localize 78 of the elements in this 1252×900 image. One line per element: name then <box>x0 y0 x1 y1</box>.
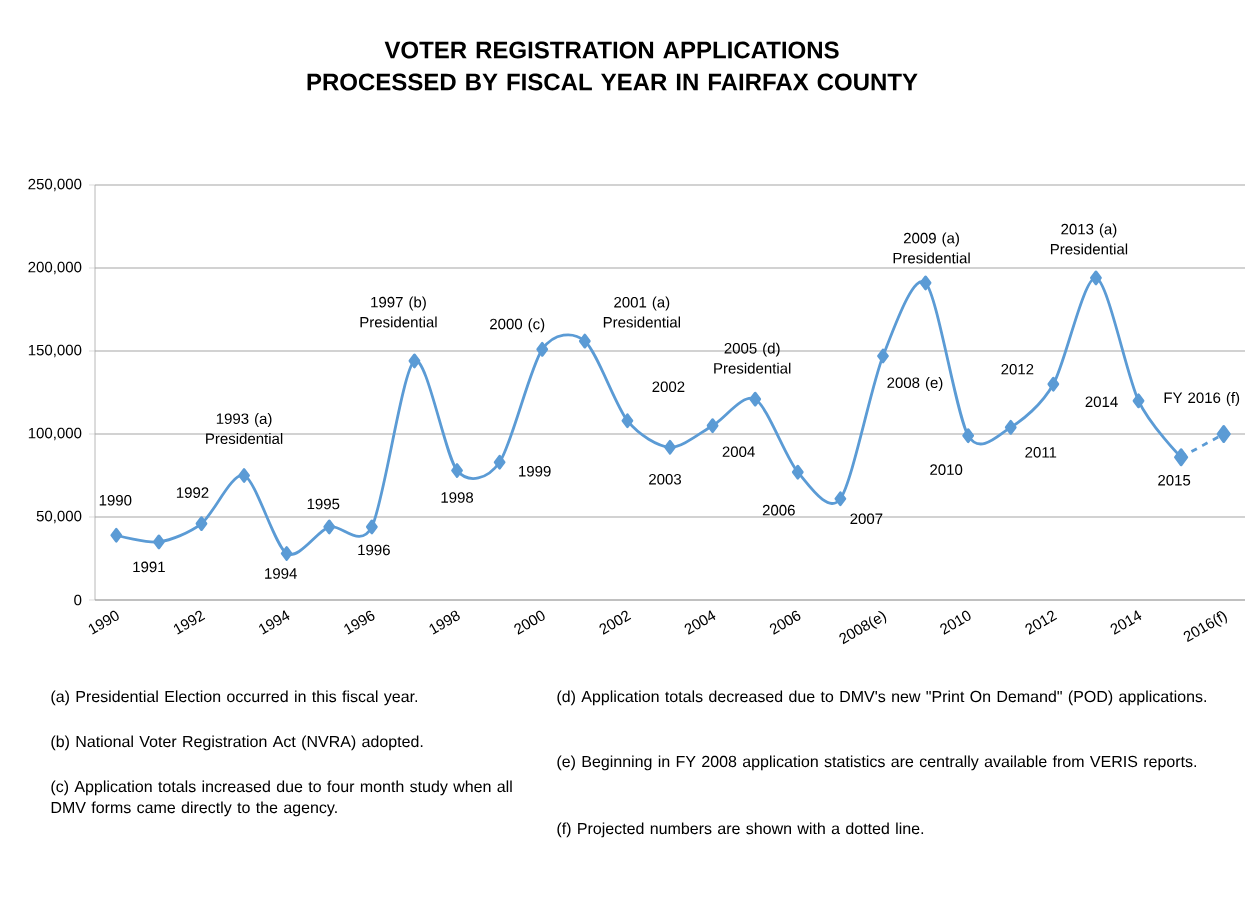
annotation: 2006 <box>762 504 795 516</box>
annotation: 2011 <box>1025 447 1057 458</box>
point <box>536 341 549 357</box>
annotation: 2007 <box>850 513 883 525</box>
annotation: 1992 <box>176 487 209 498</box>
annotation: 2000 (c) <box>490 318 545 333</box>
text: (a) Presidential Election occurred in this fiscal year. <box>51 690 418 706</box>
annotation: 2001 (a) Presidential <box>603 296 680 328</box>
text: (c) Application totals increased due to four month study when all DMV forms came directly to the agency. <box>51 780 512 817</box>
y-tick-label: 0 <box>74 594 82 606</box>
annotation: 2002 <box>652 381 685 393</box>
y-tick-label: 50,000 <box>36 510 82 524</box>
point <box>323 519 336 535</box>
x-tick-label: 2014 <box>1110 610 1142 635</box>
x-tick-label: 2004 <box>684 610 716 635</box>
chart-title: VOTER REGISTRATION APPLICATIONS PROCESSED BY FISCAL YEAR IN FAIRFAX COUNTY <box>307 41 918 91</box>
point <box>1090 270 1102 286</box>
x-tick-label: 2012 <box>1025 610 1058 635</box>
annotation: 1997 (b) Presidential <box>360 296 437 328</box>
point <box>195 516 208 532</box>
text: (d) Application totals decreased due to DMV's new "Print On Demand" (POD) applications. <box>557 690 1206 706</box>
annotation: 1994 <box>265 568 297 579</box>
annotation: 2015 <box>1158 474 1191 486</box>
point <box>749 391 762 407</box>
point <box>1132 393 1145 409</box>
annotation: FY 2016 (f) <box>1164 392 1240 406</box>
annotation: 2005 (d) Presidential <box>714 342 791 374</box>
point <box>451 463 463 478</box>
annotation: 2012 <box>1001 363 1034 375</box>
annotation: 2010 <box>930 464 963 475</box>
point <box>1047 376 1060 392</box>
annotation: 2004 <box>722 446 755 458</box>
annotation: 2003 <box>649 473 682 485</box>
point <box>1004 419 1017 435</box>
y-tick-label: 150,000 <box>28 344 82 358</box>
annotation: 2013 (a) Presidential <box>1050 223 1128 255</box>
annotation: 1995 <box>307 498 340 510</box>
x-tick-label: 1998 <box>429 610 460 635</box>
point <box>621 413 634 429</box>
point <box>578 333 591 349</box>
point <box>280 546 293 561</box>
x-tick-label: 1990 <box>88 610 119 635</box>
x-tick-label: 2010 <box>940 610 971 635</box>
text: (b) National Voter Registration Act (NVRA) adopted. <box>51 735 423 751</box>
point <box>365 519 378 535</box>
point <box>110 527 123 543</box>
x-tick-label: 2002 <box>599 610 632 635</box>
point <box>238 468 250 483</box>
text: (e) Beginning in FY 2008 application statistics are centrally available from VERIS reports. <box>557 755 1197 771</box>
point <box>493 454 506 470</box>
x-tick-label: 1992 <box>173 610 206 635</box>
point <box>408 353 421 369</box>
annotation: 2009 (a) Presidential <box>893 232 970 264</box>
annotation: 1999 <box>519 465 551 477</box>
x-tick-label: 1994 <box>259 610 290 635</box>
point <box>664 439 676 455</box>
x-tick-label: 2006 <box>769 610 801 635</box>
point <box>1216 425 1231 443</box>
annotation: 1998 <box>441 492 474 503</box>
point <box>962 428 975 444</box>
point <box>834 491 847 507</box>
point <box>791 464 804 480</box>
x-tick-label: 1996 <box>344 610 375 635</box>
y-tick-label: 200,000 <box>28 261 82 275</box>
y-tick-label: 100,000 <box>28 427 82 441</box>
annotation: 1990 <box>99 494 132 506</box>
y-tick-label: 250,000 <box>28 178 82 192</box>
point <box>152 534 165 550</box>
annotation: 1993 (a) Presidential <box>206 413 283 445</box>
annotation: 2008 (e) <box>887 377 943 391</box>
annotation: 2014 <box>1085 396 1118 408</box>
text: (f) Projected numbers are shown with a dotted line. <box>557 822 924 838</box>
annotation: 1991 <box>133 561 165 573</box>
x-tick-label: 2000 <box>514 610 545 635</box>
point <box>877 348 889 364</box>
annotation: 1996 <box>358 544 390 556</box>
point <box>919 275 932 291</box>
point <box>706 418 719 434</box>
